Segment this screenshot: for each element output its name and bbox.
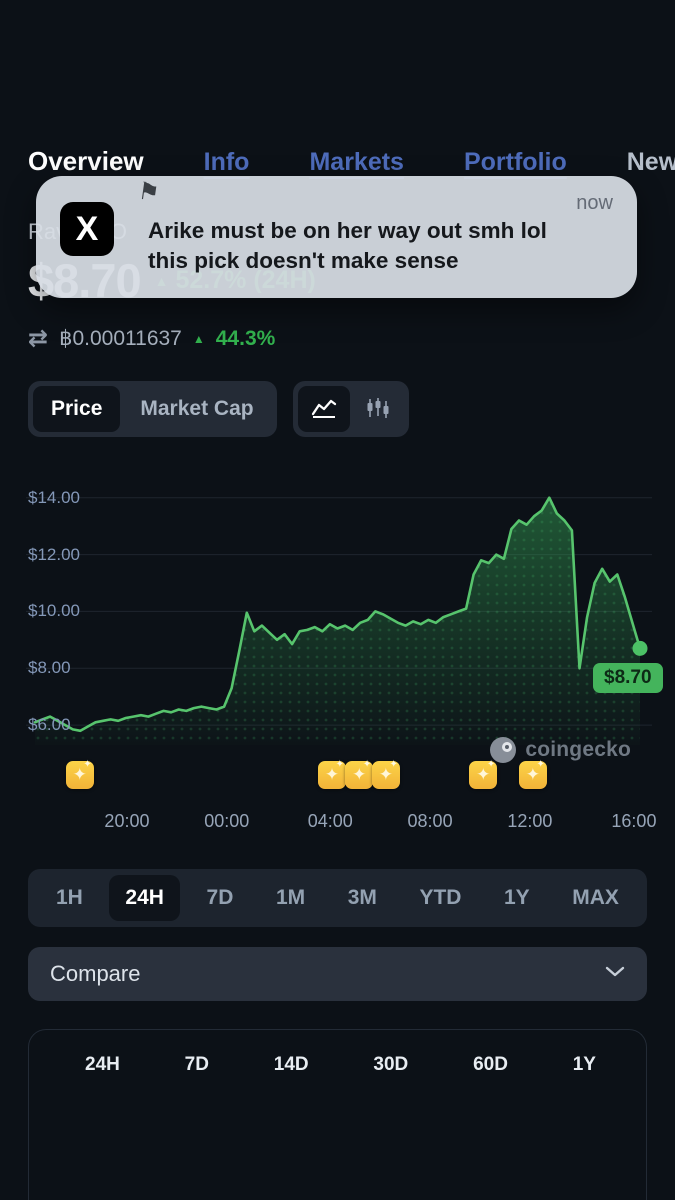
sparkle-marker-icon[interactable]: ✦ ✦ <box>469 760 498 789</box>
coingecko-logo-icon <box>490 737 517 763</box>
price-change-table-header: 24H 7D 14D 30D 60D 1Y <box>29 1030 646 1076</box>
push-notification[interactable]: X ⚑ now Arike must be on her way out smh… <box>36 176 637 298</box>
market-cap-toggle-button[interactable]: Market Cap <box>122 386 271 432</box>
compare-dropdown[interactable]: Compare <box>28 947 647 1001</box>
y-axis-label: $14.00 <box>28 487 80 507</box>
price-toggle-button[interactable]: Price <box>33 386 121 432</box>
column-header-1y: 1Y <box>572 1054 596 1075</box>
current-price-badge: $8.70 <box>593 663 663 694</box>
x-axis-label: 16:00 <box>611 811 657 831</box>
candlestick-chart-icon <box>366 397 390 421</box>
column-header-30d: 30D <box>373 1054 409 1075</box>
sparkle-marker-icon[interactable]: ✦ ✦ <box>518 760 547 789</box>
chart-type-toggle <box>292 381 409 437</box>
x-axis-label: 12:00 <box>507 811 553 831</box>
y-axis-label: $8.00 <box>28 658 71 678</box>
chart-toggle-row: Price Market Cap <box>0 381 675 437</box>
notification-line-2: this pick doesn't make sense <box>148 247 459 273</box>
notification-message: Arike must be on her way out smh lol thi… <box>148 216 611 275</box>
time-range-selector: 1H 24H 7D 1M 3M YTD 1Y MAX <box>28 869 647 927</box>
tab-overview[interactable]: Overview <box>28 146 144 176</box>
notification-line-1: Arike must be on her way out smh lol <box>148 218 547 243</box>
column-header-24h: 24H <box>85 1054 120 1075</box>
x-axis-label: 00:00 <box>204 811 250 831</box>
range-1y-button[interactable]: 1Y <box>488 875 546 921</box>
coingecko-watermark-text: coingecko <box>525 738 631 761</box>
btc-change: 44.3% <box>215 326 276 350</box>
range-1h-button[interactable]: 1H <box>40 875 99 921</box>
range-24h-button[interactable]: 24H <box>109 875 180 921</box>
x-axis-label: 08:00 <box>407 811 453 831</box>
range-ytd-button[interactable]: YTD <box>403 875 477 921</box>
sparkle-marker-icon[interactable]: ✦ ✦ <box>345 760 374 789</box>
up-arrow-icon: ▲ <box>192 331 205 346</box>
x-axis-label: 20:00 <box>104 811 150 831</box>
column-header-7d: 7D <box>184 1054 209 1075</box>
candlestick-chart-button[interactable] <box>352 386 404 432</box>
chevron-down-icon <box>605 965 625 983</box>
flag-icon: ⚑ <box>136 177 162 208</box>
coingecko-watermark: coingecko <box>490 737 631 763</box>
metric-toggle: Price Market Cap <box>28 381 277 437</box>
y-axis-label: $12.00 <box>28 544 80 564</box>
y-axis-label: $10.00 <box>28 601 80 621</box>
price-chart[interactable] <box>0 475 675 745</box>
tab-portfolio[interactable]: Portfolio <box>463 148 567 176</box>
y-axis-label: $6.00 <box>28 715 71 735</box>
sparkle-marker-icon[interactable]: ✦ ✦ <box>371 760 400 789</box>
event-marker-row: ✦ ✦ ✦ ✦ ✦ ✦ ✦ ✦ ✦ ✦ ✦ ✦ <box>0 760 675 791</box>
x-axis-label: 04:00 <box>307 811 353 831</box>
sparkle-marker-icon[interactable]: ✦ ✦ <box>65 760 94 789</box>
btc-price-row: ⇄ ฿0.00011637 ▲ 44.3% <box>0 326 675 351</box>
x-app-icon: X <box>60 202 114 256</box>
price-change-table: 24H 7D 14D 30D 60D 1Y <box>28 1029 647 1200</box>
notification-time: now <box>576 192 613 214</box>
compare-label: Compare <box>50 961 141 986</box>
btc-price: ฿0.00011637 <box>59 327 182 350</box>
x-axis: 20:00 00:00 04:00 08:00 12:00 16:00 <box>0 811 675 837</box>
column-header-60d: 60D <box>473 1054 508 1075</box>
price-chart-area[interactable]: $14.00 $12.00 $10.00 $8.00 $6.00 $8.70 coing… <box>0 475 675 763</box>
line-chart-button[interactable] <box>297 386 350 432</box>
tab-info[interactable]: Info <box>203 148 250 176</box>
range-1m-button[interactable]: 1M <box>260 875 321 921</box>
tab-news[interactable]: News <box>626 148 675 176</box>
range-7d-button[interactable]: 7D <box>191 875 250 921</box>
tab-markets[interactable]: Markets <box>309 148 404 176</box>
column-header-14d: 14D <box>273 1054 309 1075</box>
sparkle-marker-icon[interactable]: ✦ ✦ <box>318 760 347 789</box>
range-3m-button[interactable]: 3M <box>332 875 393 921</box>
line-chart-icon <box>311 398 337 421</box>
swap-currency-icon[interactable]: ⇄ <box>28 324 49 352</box>
range-max-button[interactable]: MAX <box>556 875 635 921</box>
tab-bar: Overview Info Markets Portfolio News <box>0 146 675 177</box>
